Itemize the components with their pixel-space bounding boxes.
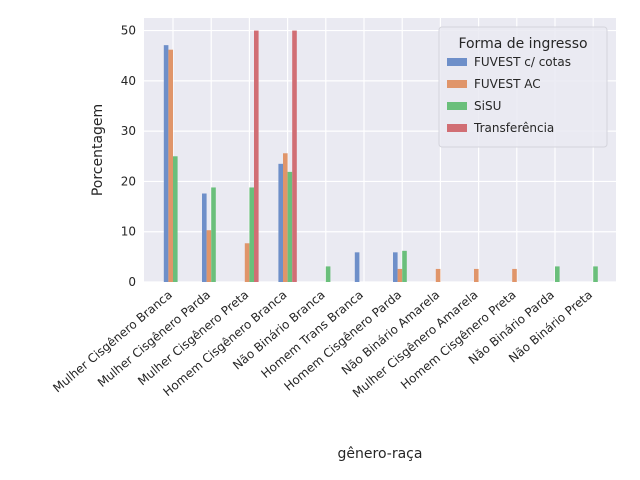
legend-swatch [447, 58, 467, 66]
legend-box [438, 26, 608, 148]
legend-swatch [447, 124, 467, 132]
y-tick-labels: 0 10 20 30 40 50 [121, 24, 136, 289]
y-tick-label: 20 [121, 174, 136, 188]
x-axis-title: gênero-raça [338, 446, 423, 462]
bar [244, 243, 250, 282]
legend-label: FUVEST c/ cotas [474, 55, 571, 69]
grid-lines [144, 18, 616, 283]
legend-swatch [447, 80, 467, 88]
bar [206, 230, 212, 282]
bar [354, 252, 360, 282]
bar [202, 193, 207, 282]
bars [163, 30, 598, 283]
y-tick-label: 50 [121, 24, 136, 38]
legend-title: Forma de ingresso [458, 36, 587, 52]
y-axis-title: Porcentagem [90, 104, 106, 196]
bar [512, 268, 517, 282]
bar [254, 30, 259, 283]
bar [283, 153, 288, 282]
bar [397, 268, 403, 282]
bar [249, 187, 254, 282]
bar [211, 187, 216, 282]
bar [168, 49, 173, 283]
bar [278, 163, 283, 282]
legend-label: FUVEST AC [474, 77, 541, 91]
bar [555, 266, 560, 282]
legend-swatch [447, 102, 467, 110]
bar [402, 250, 407, 282]
legend-label: SiSU [474, 99, 501, 113]
y-tick-label: 40 [121, 74, 136, 88]
y-tick-label: 0 [128, 275, 136, 289]
bar [287, 171, 293, 282]
bar [435, 268, 441, 282]
legend: Forma de ingresso FUVEST c/ cotas FUVEST A… [438, 26, 608, 148]
bar [173, 156, 178, 282]
bar [163, 45, 169, 283]
y-tick-label: 30 [121, 124, 136, 138]
y-tick-label: 10 [121, 225, 136, 239]
bar [393, 252, 398, 282]
legend-label: Transferência [473, 121, 554, 135]
bar [474, 268, 479, 282]
bar [593, 266, 598, 282]
bar [292, 30, 297, 283]
bar [325, 266, 331, 282]
